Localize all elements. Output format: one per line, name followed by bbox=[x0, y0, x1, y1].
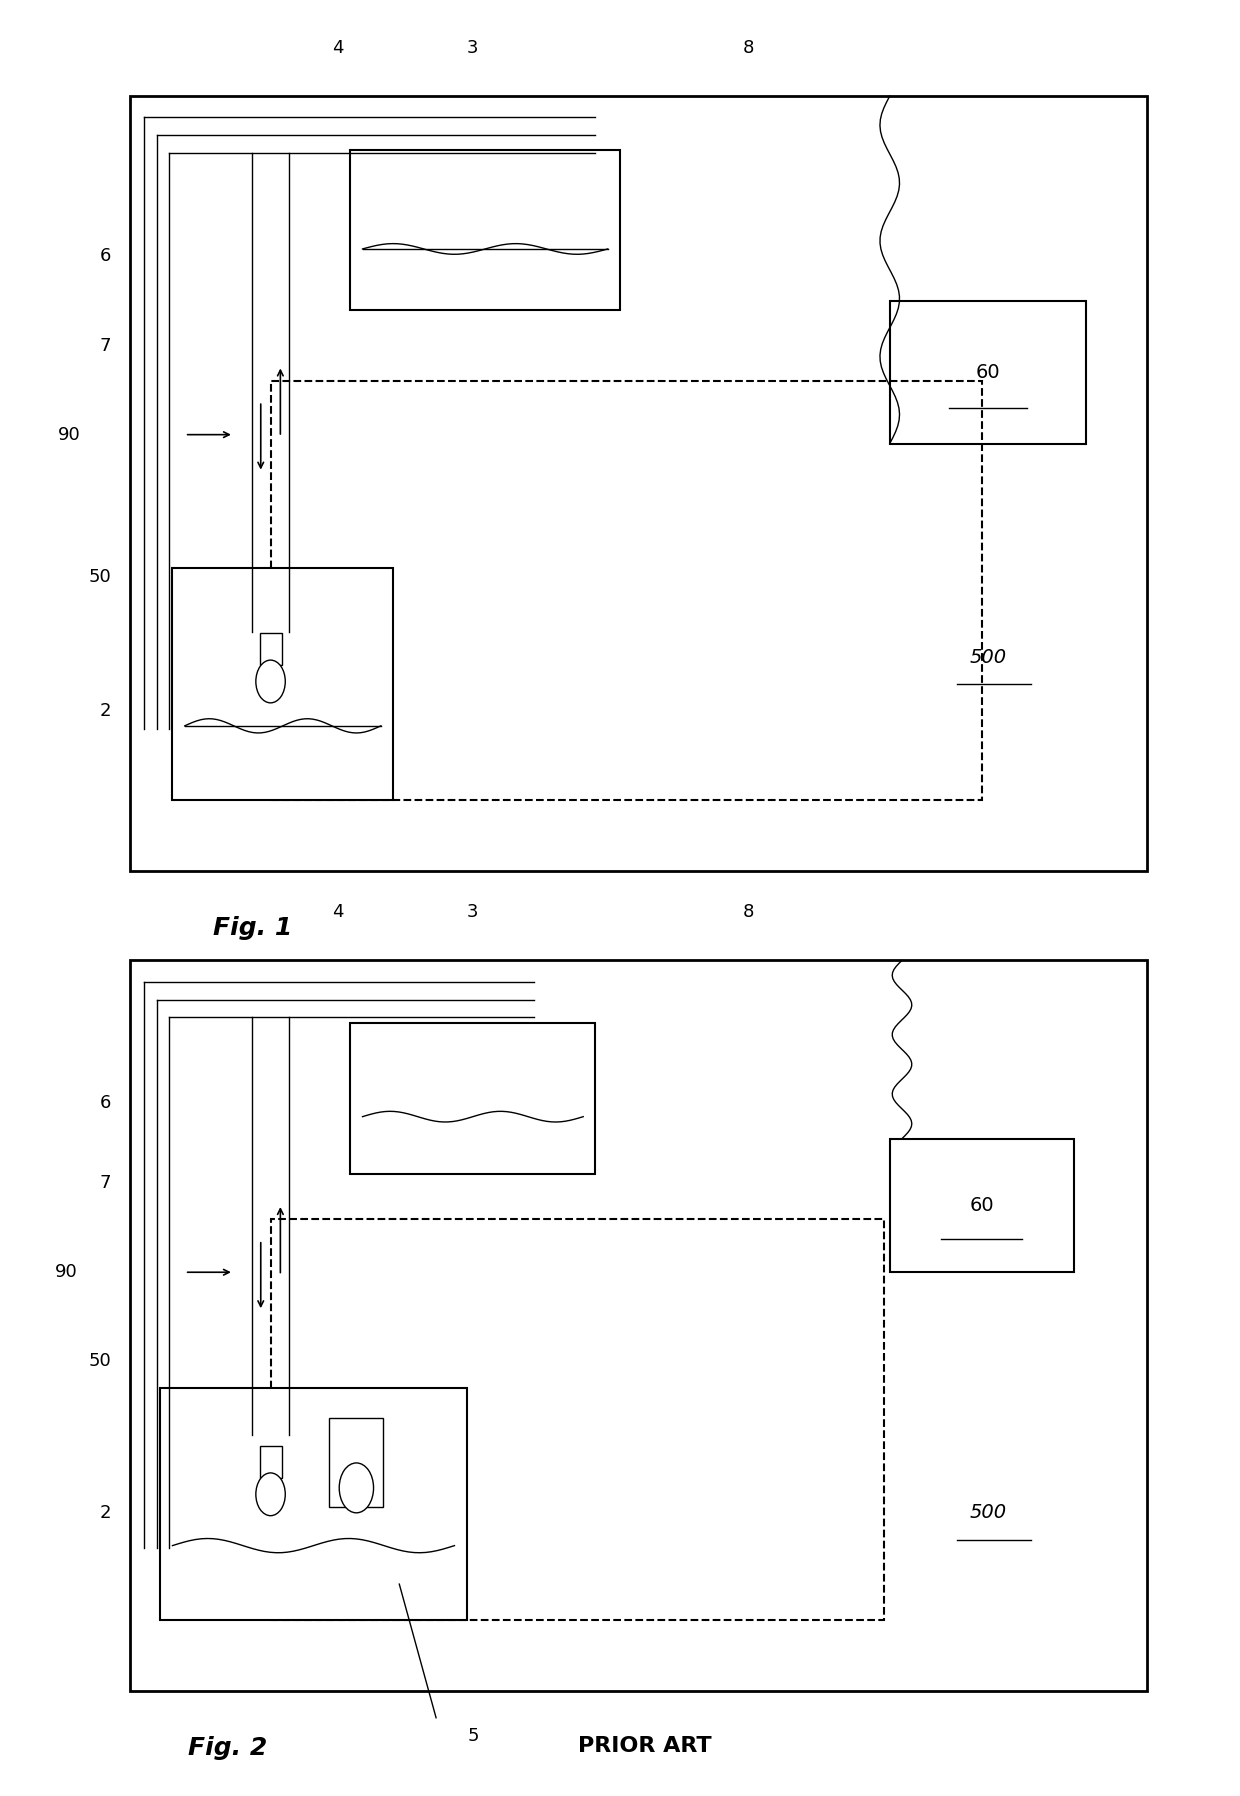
Text: 90: 90 bbox=[56, 1263, 78, 1281]
Bar bbox=[129, 95, 1147, 871]
Text: 3: 3 bbox=[467, 903, 479, 921]
Text: Fig. 2: Fig. 2 bbox=[188, 1735, 268, 1760]
Text: 500: 500 bbox=[970, 1503, 1007, 1523]
Text: 50: 50 bbox=[88, 568, 112, 585]
Text: 2: 2 bbox=[99, 1503, 112, 1521]
Text: Fig. 1: Fig. 1 bbox=[212, 916, 291, 939]
Text: PRIOR ART: PRIOR ART bbox=[578, 1735, 712, 1756]
Text: 6: 6 bbox=[99, 248, 112, 266]
Bar bbox=[350, 149, 620, 311]
Bar bbox=[172, 568, 393, 799]
Text: 50: 50 bbox=[88, 1352, 112, 1370]
Text: 4: 4 bbox=[332, 903, 343, 921]
Text: 6: 6 bbox=[99, 1094, 112, 1112]
Bar bbox=[270, 1219, 884, 1620]
Text: 8: 8 bbox=[743, 40, 754, 57]
Circle shape bbox=[340, 1464, 373, 1512]
Bar bbox=[890, 302, 1086, 444]
Text: 90: 90 bbox=[58, 426, 81, 444]
Bar bbox=[259, 634, 281, 666]
Text: 3: 3 bbox=[467, 40, 479, 57]
Text: 60: 60 bbox=[976, 363, 1001, 383]
Text: 5: 5 bbox=[467, 1726, 479, 1744]
Text: 4: 4 bbox=[332, 40, 343, 57]
Text: 8: 8 bbox=[743, 903, 754, 921]
Bar bbox=[270, 381, 982, 799]
Text: 60: 60 bbox=[970, 1196, 994, 1214]
Bar bbox=[330, 1417, 383, 1507]
Text: 7: 7 bbox=[99, 1175, 112, 1193]
Bar bbox=[129, 961, 1147, 1692]
Text: 500: 500 bbox=[970, 648, 1007, 666]
Bar bbox=[350, 1022, 595, 1175]
Circle shape bbox=[255, 661, 285, 702]
Bar bbox=[890, 1139, 1074, 1272]
Circle shape bbox=[255, 1473, 285, 1516]
Text: 2: 2 bbox=[99, 702, 112, 720]
Bar bbox=[259, 1446, 281, 1478]
Text: 7: 7 bbox=[99, 336, 112, 354]
Bar bbox=[160, 1388, 466, 1620]
